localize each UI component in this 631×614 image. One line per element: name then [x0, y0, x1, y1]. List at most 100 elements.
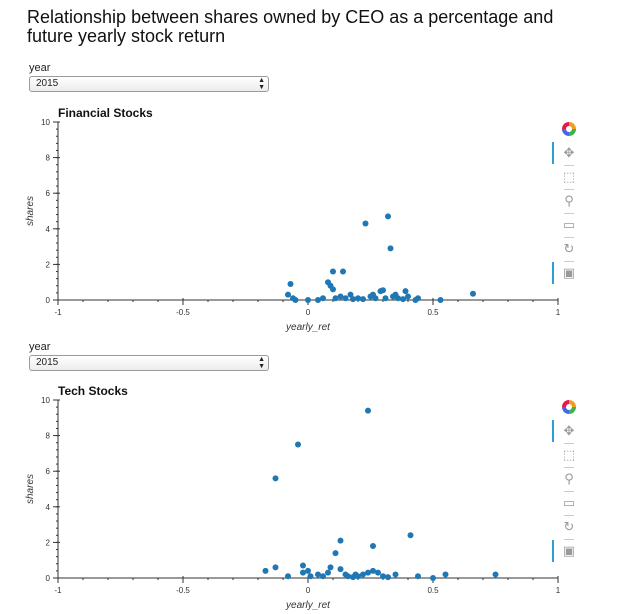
y-tick-label: 6: [46, 467, 51, 476]
data-point: [315, 571, 321, 578]
data-point: [315, 297, 321, 303]
data-point: [415, 295, 421, 302]
data-point: [360, 296, 366, 303]
x-tick-label: -1: [54, 586, 62, 595]
data-point: [285, 573, 291, 580]
data-point: [290, 295, 296, 302]
hover-icon[interactable]: ▣: [562, 543, 576, 558]
data-point: [430, 575, 436, 581]
tech-stocks-chart[interactable]: Tech Stocks 0 2 4 6 8 10 -1 -0.5 0 0.5 1 yearly_ret s…: [20, 378, 575, 614]
year-select-label: year: [29, 62, 51, 74]
data-point: [332, 550, 339, 557]
toolbar-separator: [564, 261, 574, 262]
data-point: [395, 295, 401, 302]
save-icon[interactable]: ▭: [562, 217, 576, 232]
data-point: [365, 569, 371, 576]
data-point: [392, 571, 399, 578]
active-tool-indicator: [552, 142, 554, 164]
pan-icon[interactable]: ✥: [563, 145, 575, 160]
reset-icon[interactable]: ↻: [563, 519, 575, 534]
box-zoom-icon[interactable]: ⬚: [562, 447, 576, 462]
chart-title: Tech Stocks: [58, 384, 128, 398]
data-point: [382, 295, 389, 302]
wheel-zoom-icon[interactable]: ⚲: [564, 471, 574, 486]
data-point: [327, 564, 334, 571]
reset-icon[interactable]: ↻: [563, 241, 575, 256]
data-point: [385, 213, 391, 220]
data-point: [370, 542, 376, 549]
data-point: [437, 297, 444, 303]
data-point: [332, 295, 339, 302]
toolbar-separator: [564, 213, 574, 214]
data-point: [325, 569, 331, 576]
wheel-zoom-icon[interactable]: ⚲: [564, 193, 574, 208]
data-point: [295, 441, 301, 448]
data-point: [442, 571, 449, 578]
bokeh-logo-icon[interactable]: [557, 120, 581, 138]
data-point: [262, 567, 269, 574]
year-select-value: 2015: [36, 78, 59, 89]
x-axis-label: yearly_ret: [285, 322, 331, 333]
data-point: [272, 564, 279, 571]
y-tick-label: 2: [46, 538, 51, 547]
data-point: [385, 574, 391, 581]
data-point: [405, 293, 411, 300]
data-point: [307, 573, 314, 580]
x-axis-label: yearly_ret: [285, 600, 331, 611]
y-tick-label: 10: [41, 118, 50, 127]
y-tick-label: 8: [46, 154, 51, 163]
y-tick-label: 6: [46, 189, 51, 198]
data-point: [355, 295, 361, 302]
data-point: [362, 220, 369, 227]
data-point: [387, 245, 394, 252]
toolbar-separator: [564, 491, 574, 492]
x-tick-label: 1: [556, 308, 561, 317]
active-tool-indicator: [552, 420, 554, 442]
data-point: [337, 293, 344, 300]
active-tool-indicator: [552, 262, 554, 284]
toolbar-separator: [564, 443, 574, 444]
y-tick-label: 4: [46, 503, 51, 512]
data-point: [287, 280, 294, 287]
data-point: [285, 291, 291, 298]
pan-icon[interactable]: ✥: [563, 423, 575, 438]
hover-icon[interactable]: ▣: [562, 265, 576, 280]
x-tick-label: -0.5: [176, 308, 190, 317]
data-point: [365, 407, 371, 414]
y-tick-label: 0: [46, 574, 51, 583]
page-title: Relationship between shares owned by CEO…: [27, 7, 554, 46]
data-point: [330, 268, 336, 275]
x-tick-label: 1: [556, 586, 561, 595]
year-select-financial[interactable]: 2015 ▲ ▼: [29, 76, 269, 92]
data-point: [492, 571, 499, 578]
y-axis-label: shares: [25, 474, 36, 504]
y-tick-label: 10: [41, 396, 50, 405]
financial-stocks-chart[interactable]: Financial Stocks 0 2 4 6 8 10 -1 -0.5 0 0.5 1 yearly…: [20, 100, 575, 338]
data-point: [370, 291, 376, 298]
data-point: [402, 288, 409, 295]
data-point: [352, 571, 359, 578]
y-axis-label: shares: [25, 196, 36, 226]
year-select-tech[interactable]: 2015 ▲ ▼: [29, 355, 269, 371]
toolbar-separator: [564, 539, 574, 540]
toolbar-separator: [564, 165, 574, 166]
y-tick-label: 2: [46, 260, 51, 269]
select-arrows-icon: ▲ ▼: [258, 356, 265, 370]
active-tool-indicator: [552, 540, 554, 562]
bokeh-logo-icon[interactable]: [557, 398, 581, 416]
data-point: [380, 287, 386, 294]
data-point: [400, 296, 406, 303]
toolbar-separator: [564, 515, 574, 516]
data-point: [470, 290, 476, 297]
data-point: [350, 296, 356, 303]
data-point: [305, 297, 311, 303]
y-tick-label: 0: [46, 296, 51, 305]
year-select-label: year: [29, 341, 51, 353]
data-point: [330, 286, 336, 293]
x-tick-label: -0.5: [176, 586, 190, 595]
box-zoom-icon[interactable]: ⬚: [562, 169, 576, 184]
select-arrows-icon: ▲ ▼: [258, 77, 265, 91]
save-icon[interactable]: ▭: [562, 495, 576, 510]
data-point: [347, 291, 354, 298]
data-point: [415, 573, 421, 580]
